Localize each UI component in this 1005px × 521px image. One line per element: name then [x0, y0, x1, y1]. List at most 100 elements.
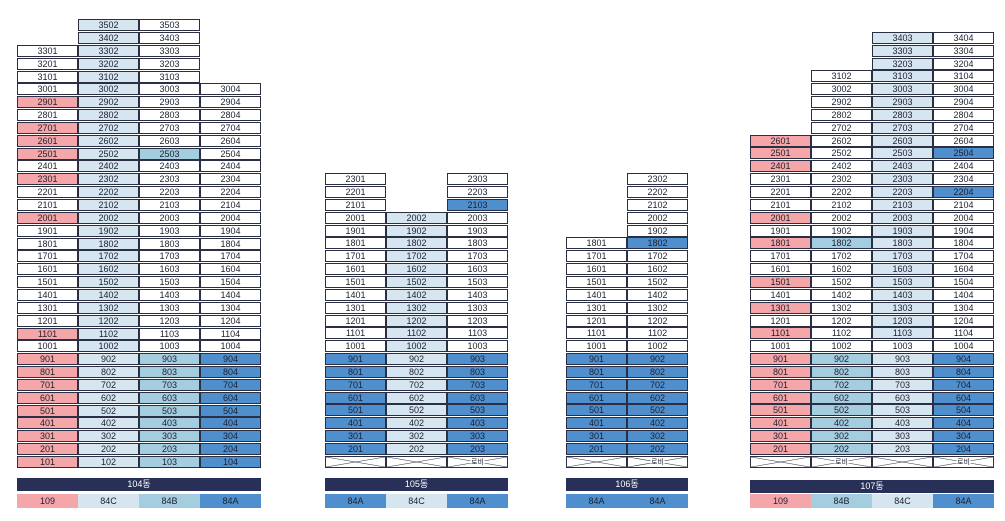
unit-cell: 1702	[627, 250, 688, 263]
unit-cell: 603	[447, 391, 508, 404]
lobby-cell: 로비	[627, 455, 688, 468]
unit-cell: 701	[17, 378, 78, 391]
unit-cell: 902	[78, 353, 139, 366]
unit-cell: 504	[200, 404, 261, 417]
unit-cell: 3403	[872, 31, 933, 44]
unit-cell: 1103	[139, 327, 200, 340]
unit-type-label: 84C	[386, 494, 447, 508]
unit-cell: 604	[933, 391, 994, 404]
unit-cell: 1401	[750, 288, 811, 301]
unit-cell: 1202	[78, 314, 139, 327]
unit-cell: 201	[325, 443, 386, 455]
unit-type-label: 84C	[872, 494, 933, 508]
unit-cell: 1701	[325, 250, 386, 263]
unit-cell: 1002	[78, 340, 139, 353]
unit-cell: 202	[78, 443, 139, 456]
unit-cell: 1702	[78, 250, 139, 263]
unit-cell: 2102	[78, 199, 139, 211]
unit-cell: 1401	[566, 288, 627, 301]
unit-cell: 202	[811, 443, 872, 455]
unit-cell: 203	[139, 443, 200, 456]
unit-cell: 2401	[750, 160, 811, 173]
unit-cell: 2404	[200, 160, 261, 173]
unit-cell: 2801	[17, 109, 78, 122]
lobby-cell	[750, 455, 811, 468]
unit-cell: 1301	[17, 301, 78, 314]
unit-cell: 1203	[139, 314, 200, 327]
unit-cell: 702	[811, 378, 872, 391]
unit-cell: 3102	[78, 70, 139, 83]
unit-cell: 1902	[386, 224, 447, 237]
unit-cell: 2002	[811, 211, 872, 224]
unit-cell: 1801	[566, 237, 627, 250]
unit-cell: 103	[139, 456, 200, 468]
unit-cell: 1701	[566, 250, 627, 263]
unit-cell: 3203	[139, 57, 200, 70]
unit-cell: 502	[811, 404, 872, 417]
unit-cell: 702	[78, 378, 139, 391]
unit-cell: 1901	[750, 224, 811, 237]
unit-cell: 1902	[627, 224, 688, 237]
unit-cell: 1102	[627, 327, 688, 340]
unit-cell: 3002	[811, 83, 872, 96]
unit-cell: 2703	[872, 121, 933, 134]
unit-cell: 804	[200, 366, 261, 379]
unit-cell: 104	[200, 456, 261, 468]
unit-cell: 303	[139, 430, 200, 443]
unit-cell: 2101	[325, 198, 386, 211]
unit-cell: 3004	[933, 83, 994, 96]
unit-cell: 402	[811, 417, 872, 430]
unit-cell: 3404	[933, 31, 994, 44]
lobby-cell	[566, 455, 627, 468]
unit-cell: 402	[78, 417, 139, 430]
unit-cell: 503	[139, 404, 200, 417]
unit-cell: 2803	[139, 109, 200, 122]
unit-cell: 1801	[325, 237, 386, 250]
unit-cell: 1301	[566, 301, 627, 314]
unit-cell: 1504	[200, 276, 261, 289]
unit-cell: 1802	[386, 237, 447, 250]
unit-cell: 1801	[750, 237, 811, 250]
unit-cell: 501	[325, 404, 386, 417]
unit-cell: 604	[200, 391, 261, 404]
unit-cell: 1503	[447, 275, 508, 288]
unit-cell: 901	[17, 353, 78, 366]
unit-cell: 1602	[811, 263, 872, 276]
lobby-cell: 로비	[811, 455, 872, 468]
unit-cell: 2904	[933, 96, 994, 109]
unit-cell: 1404	[933, 288, 994, 301]
unit-cell: 801	[17, 366, 78, 379]
unit-cell: 1504	[933, 275, 994, 288]
unit-cell: 3502	[78, 19, 139, 32]
unit-cell: 1403	[447, 288, 508, 301]
unit-cell: 2704	[200, 121, 261, 134]
unit-cell: 1502	[386, 275, 447, 288]
unit-cell: 3004	[200, 83, 261, 96]
unit-cell: 3301	[17, 44, 78, 57]
unit-cell: 2402	[78, 160, 139, 173]
unit-cell: 1603	[139, 263, 200, 276]
unit-cell: 1604	[200, 263, 261, 276]
unit-cell: 3403	[139, 31, 200, 44]
unit-cell: 1003	[139, 340, 200, 353]
unit-cell: 1503	[139, 276, 200, 289]
unit-cell: 403	[447, 417, 508, 430]
unit-cell: 2602	[811, 134, 872, 147]
unit-cell: 402	[386, 417, 447, 430]
unit-cell: 2002	[386, 211, 447, 224]
unit-cell: 201	[566, 443, 627, 455]
unit-cell: 3003	[872, 83, 933, 96]
unit-cell: 2502	[811, 147, 872, 160]
unit-cell: 1102	[386, 327, 447, 340]
unit-cell: 1603	[447, 263, 508, 276]
unit-cell: 2001	[17, 211, 78, 224]
unit-cell: 1904	[933, 224, 994, 237]
unit-cell: 203	[872, 443, 933, 455]
unit-cell: 3102	[811, 70, 872, 83]
unit-cell: 602	[811, 391, 872, 404]
unit-cell: 3302	[78, 44, 139, 57]
unit-cell: 1501	[750, 275, 811, 288]
unit-cell: 2901	[17, 96, 78, 109]
unit-cell: 2001	[750, 211, 811, 224]
unit-cell: 1501	[325, 275, 386, 288]
